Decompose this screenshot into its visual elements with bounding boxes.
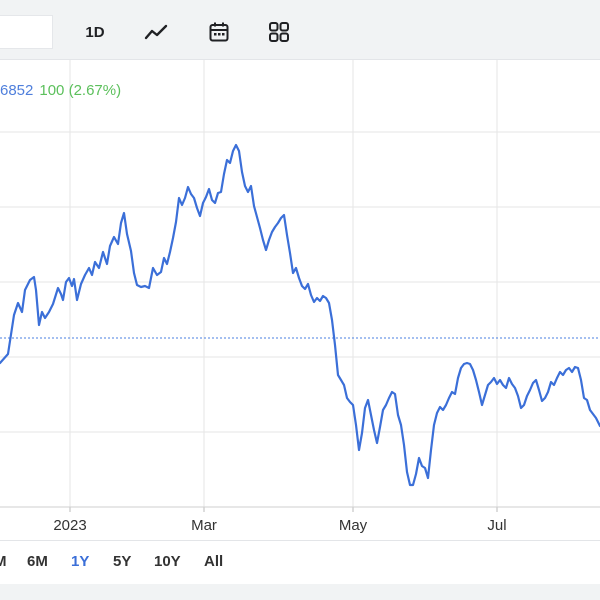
range-tab-10y[interactable]: 10Y: [154, 553, 181, 570]
range-selector: M 6M 1Y 5Y 10Y All: [0, 540, 600, 584]
x-axis: 2023 Mar May Jul: [0, 506, 600, 534]
x-tick-label: Mar: [191, 517, 217, 534]
x-tick-label: May: [339, 517, 368, 534]
last-price: 6852: [0, 82, 34, 99]
grid-button[interactable]: [265, 18, 293, 46]
range-tab-1y[interactable]: 1Y: [71, 553, 90, 570]
line-chart-icon: [144, 24, 168, 40]
interval-button[interactable]: 1D: [85, 23, 105, 41]
series-layer: [0, 143, 600, 487]
range-tab-all[interactable]: All: [204, 553, 224, 570]
range-tab-m[interactable]: M: [0, 553, 7, 570]
calendar-icon: [209, 22, 229, 42]
grid-icon: [269, 22, 289, 42]
range-tab-6m[interactable]: 6M: [27, 553, 48, 570]
bottom-strip: [0, 584, 600, 600]
price-chart[interactable]: 2023 Mar May Jul: [0, 60, 600, 540]
range-tab-5y[interactable]: 5Y: [113, 553, 132, 570]
calendar-button[interactable]: [205, 18, 233, 46]
price-info: 6852 100 (2.67%): [0, 82, 121, 99]
x-tick-label: 2023: [53, 517, 86, 534]
symbol-search-input[interactable]: [0, 15, 53, 49]
price-line: [0, 143, 600, 487]
price-change: 100 (2.67%): [39, 82, 122, 99]
chart-toolbar: 1D: [0, 0, 600, 60]
x-tick-label: Jul: [487, 517, 506, 534]
line-chart-button[interactable]: [142, 18, 170, 46]
